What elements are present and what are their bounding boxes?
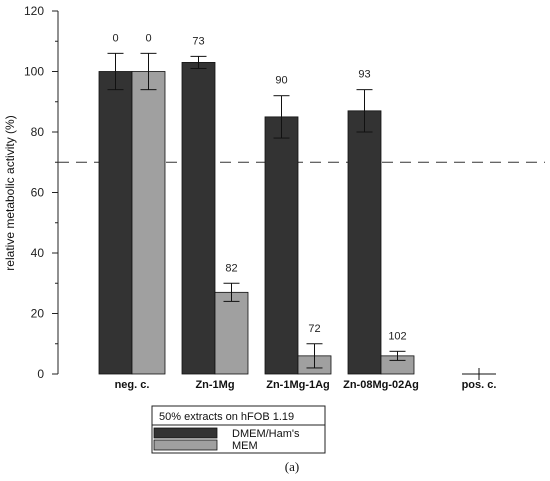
legend-title: 50% extracts on hFOB 1.19 xyxy=(159,411,294,423)
y-tick-label: 60 xyxy=(31,186,45,200)
x-category-label: Zn-1Mg-1Ag xyxy=(266,379,330,391)
legend-label-mem: MEM xyxy=(232,440,258,452)
y-tick-label: 0 xyxy=(37,367,44,381)
data-annotation: 93 xyxy=(358,69,370,81)
data-annotation: 102 xyxy=(388,330,406,342)
data-annotation: 82 xyxy=(225,262,237,274)
data-annotation: 73 xyxy=(192,35,204,47)
panel-label: (a) xyxy=(285,459,299,474)
plot-area: 0 20 40 60 80 100 120 0 0 neg. c. 73 82 Zn-1Mg 90 72 Zn… xyxy=(24,4,545,391)
x-category-label: Zn-08Mg-02Ag xyxy=(343,379,419,391)
legend-swatch-dmem xyxy=(153,427,218,439)
data-annotation: 72 xyxy=(308,323,320,335)
bar xyxy=(347,110,382,375)
y-tick-label: 20 xyxy=(31,307,45,321)
bar xyxy=(264,116,299,375)
bar xyxy=(98,71,133,375)
x-category-label: neg. c. xyxy=(115,379,150,391)
data-annotation: 0 xyxy=(145,32,151,44)
legend-swatch-mem xyxy=(153,439,218,451)
data-annotation: 0 xyxy=(112,32,118,44)
bar xyxy=(131,71,166,375)
legend: 50% extracts on hFOB 1.19 DMEM/Ham's MEM xyxy=(151,405,326,454)
y-tick-label: 120 xyxy=(24,4,44,18)
y-tick-label: 80 xyxy=(31,125,45,139)
bar xyxy=(181,62,216,375)
legend-label-dmem: DMEM/Ham's xyxy=(232,428,300,440)
bar xyxy=(214,291,249,375)
y-tick-label: 100 xyxy=(24,65,44,79)
y-tick-label: 40 xyxy=(31,246,45,260)
data-annotation: 90 xyxy=(275,75,287,87)
x-category-label: pos. c. xyxy=(462,379,497,391)
x-category-label: Zn-1Mg xyxy=(195,379,234,391)
y-axis-label: relative metabolic activity (%) xyxy=(3,115,17,270)
